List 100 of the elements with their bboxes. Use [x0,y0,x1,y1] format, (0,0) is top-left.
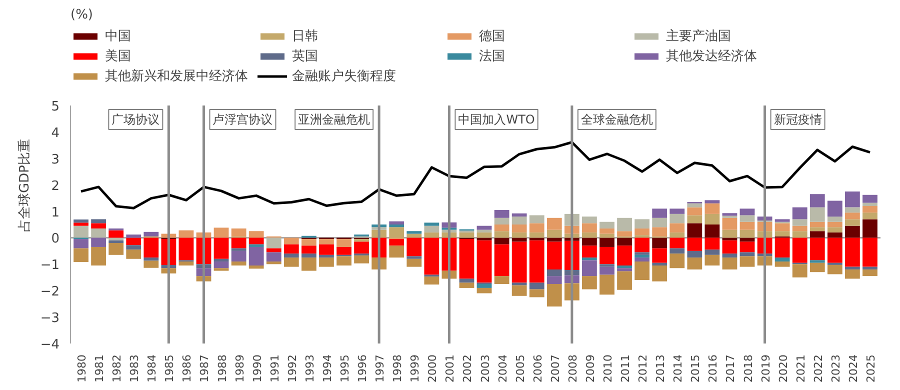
bar [389,221,404,224]
x-tick-label: 2019 [759,354,772,382]
bar [424,276,440,285]
bar [214,228,229,238]
bar [144,232,159,236]
bar [774,262,790,267]
y-tick-label: −4 [40,338,60,352]
bar [406,231,422,234]
bar [178,238,194,260]
bar [248,231,264,238]
y-tick-label: 2 [51,178,60,194]
bar [600,222,614,228]
bar [827,200,842,217]
bar [844,219,860,226]
ref-line-label: 新冠疫情 [774,112,822,126]
bar [827,227,842,232]
bar [231,248,246,251]
bar [844,212,860,220]
bar [827,238,842,263]
bar [862,206,878,213]
bar [74,226,88,238]
bar [476,232,492,238]
bar [266,238,282,248]
bar [546,218,562,230]
bar [722,230,738,238]
x-tick-label: 2016 [706,354,720,382]
bar [617,238,632,246]
x-tick-label: 2022 [812,354,825,382]
bar [529,289,544,298]
bar [634,262,650,280]
bar [108,243,124,255]
y-axis-title: 占全球GDP比重 [17,139,32,232]
x-tick-label: 1996 [356,354,370,382]
bar [284,258,299,267]
ref-line-label: 广场协议 [112,112,160,126]
bar [862,266,878,270]
bar [459,239,474,279]
x-tick-label: 2005 [514,354,527,382]
bar [617,218,632,232]
bar [740,222,755,230]
bar [546,284,562,306]
bar [91,246,106,266]
bar [546,242,562,270]
bar [91,223,106,228]
bar [512,232,527,238]
legend-label: 中国 [105,28,132,45]
y-tick-label: −1 [40,258,60,274]
bar [704,203,720,214]
bar [126,234,142,238]
x-tick-label: 1999 [408,354,422,382]
legend-label: 法国 [479,48,506,65]
bar [354,255,369,264]
y-tick-label: 1 [51,205,60,220]
bar [476,226,492,230]
bar [704,250,720,255]
bar [476,240,492,283]
bar [582,238,597,246]
bar [704,224,720,238]
bar [494,276,510,284]
bar [424,238,440,275]
x-tick-label: 2006 [531,354,544,382]
ref-line-label: 卢浮宫协议 [212,112,273,126]
x-tick-label: 1995 [338,354,352,382]
bar [582,216,597,224]
bar [582,260,597,276]
bar [810,194,825,208]
bar [670,248,685,254]
bar [862,238,878,267]
bar [108,238,124,240]
bar [301,258,316,271]
bar [862,202,878,206]
text: (%) [70,8,93,22]
bar [126,245,142,250]
bar [301,246,316,254]
bar [74,219,88,223]
bar [494,244,510,276]
bar [740,208,755,216]
bar [810,222,825,228]
bar [600,266,614,275]
bar [670,238,685,248]
bar [652,238,668,248]
bar [529,238,544,240]
bar [459,232,474,238]
x-tick-label: 1983 [128,354,142,382]
bar [652,262,668,266]
bar [248,246,264,266]
bar [284,244,299,254]
bar [827,222,842,228]
x-tick-label: 1988 [216,354,229,382]
bar [424,226,440,232]
bar [231,228,246,236]
legend-label: 美国 [105,48,132,65]
bar [582,246,597,258]
x-tick-label: 2000 [426,354,440,382]
y-tick-label: 5 [51,100,60,114]
bar [582,258,597,260]
x-tick-label: 2002 [461,354,474,382]
bar [792,219,808,226]
bar [389,246,404,258]
bar [512,242,527,283]
